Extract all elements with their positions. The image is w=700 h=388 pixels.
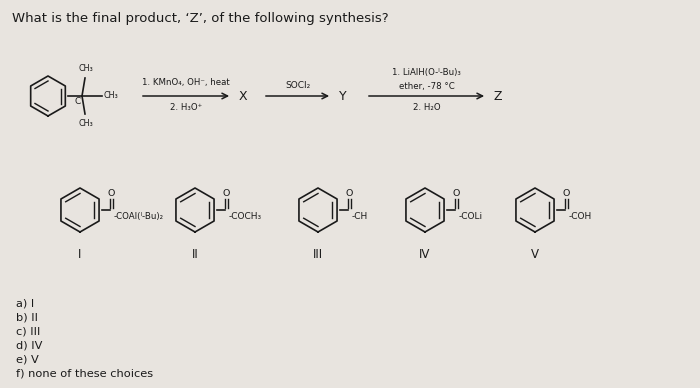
Text: What is the final product, ‘Z’, of the following synthesis?: What is the final product, ‘Z’, of the f… (12, 12, 388, 25)
Text: CH₃: CH₃ (103, 90, 118, 99)
Text: O: O (562, 189, 570, 199)
Text: C: C (75, 97, 81, 106)
Text: c) III: c) III (16, 326, 41, 336)
Text: O: O (107, 189, 115, 199)
Text: -COCH₃: -COCH₃ (229, 212, 262, 221)
Text: -COLi: -COLi (459, 212, 483, 221)
Text: 1. KMnO₄, OH⁻, heat: 1. KMnO₄, OH⁻, heat (142, 78, 230, 88)
Text: a) I: a) I (16, 298, 34, 308)
Text: -COH: -COH (569, 212, 592, 221)
Text: d) IV: d) IV (16, 340, 43, 350)
Text: 1. LiAlH(O-ᴵ-Bu)₃: 1. LiAlH(O-ᴵ-Bu)₃ (392, 68, 461, 76)
Text: X: X (239, 90, 248, 104)
Text: V: V (531, 248, 539, 261)
Text: f) none of these choices: f) none of these choices (16, 368, 153, 378)
Text: IV: IV (419, 248, 430, 261)
Text: O: O (452, 189, 460, 199)
Text: e) V: e) V (16, 354, 38, 364)
Text: Y: Y (339, 90, 346, 104)
Text: Z: Z (494, 90, 503, 104)
Text: 2. H₃O⁺: 2. H₃O⁺ (170, 102, 202, 111)
Text: CH₃: CH₃ (78, 119, 93, 128)
Text: O: O (345, 189, 353, 199)
Text: b) II: b) II (16, 312, 38, 322)
Text: I: I (78, 248, 82, 261)
Text: O: O (223, 189, 230, 199)
Text: II: II (192, 248, 198, 261)
Text: SOCl₂: SOCl₂ (285, 80, 310, 90)
Text: -CH: -CH (352, 212, 368, 221)
Text: ether, -78 °C: ether, -78 °C (398, 81, 454, 90)
Text: -COAI(ᴵ-Bu)₂: -COAI(ᴵ-Bu)₂ (114, 212, 164, 221)
Text: 2. H₂O: 2. H₂O (413, 102, 440, 111)
Text: CH₃: CH₃ (78, 64, 93, 73)
Text: III: III (313, 248, 323, 261)
